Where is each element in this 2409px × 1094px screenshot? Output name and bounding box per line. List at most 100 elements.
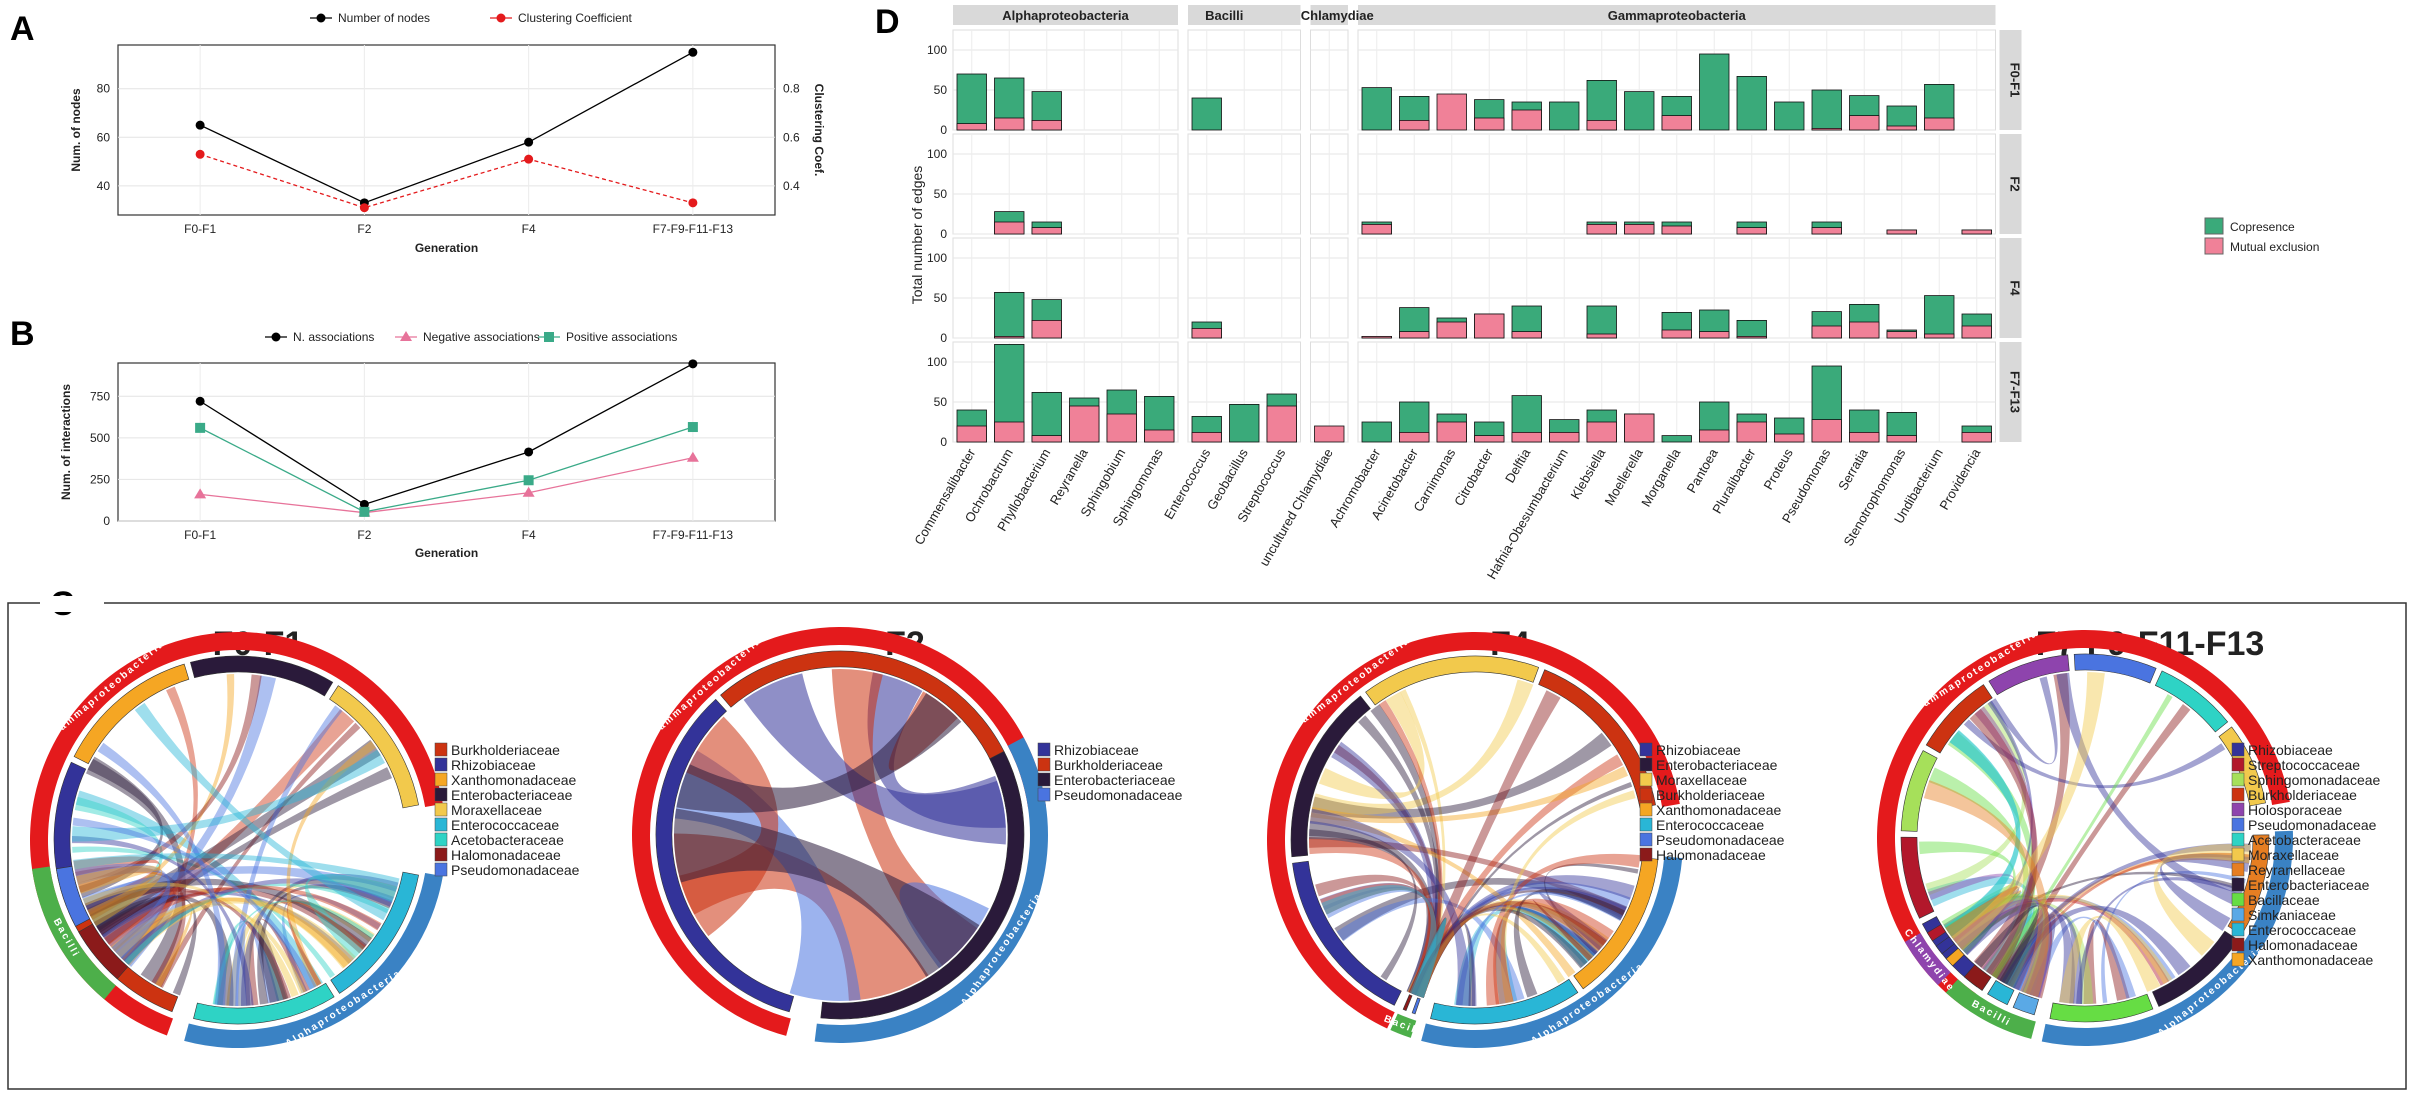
chord-link-23 <box>1919 841 2016 955</box>
chord-link-5 <box>1419 889 1624 998</box>
legend-label-0: Rhizobiaceae <box>1054 742 1139 758</box>
legend-swatch-5 <box>1639 817 1653 832</box>
family-sector-0-3 <box>1925 684 1993 754</box>
chord-link-22 <box>1950 898 2048 996</box>
legend-swatch-1 <box>2204 237 2224 255</box>
family-sector-0-2 <box>1900 750 1938 832</box>
chord-link-34 <box>1412 886 1627 998</box>
chord-link-41 <box>82 882 299 998</box>
bar-mutual-exclusion-0-12 <box>1436 93 1467 131</box>
chord-link-23 <box>1407 899 1609 998</box>
chord-link-11 <box>101 767 393 945</box>
y-axis-label: Total number of edges <box>909 166 925 305</box>
chord-link-31 <box>1944 730 2021 939</box>
bar-copresence-0-19 <box>1699 53 1730 131</box>
chord-link-9 <box>82 873 163 920</box>
y-tick-label: 0 <box>940 123 947 137</box>
legend-swatch-2 <box>1037 772 1051 787</box>
chord-link-39 <box>1957 902 2075 1004</box>
bar-mutual-exclusion-2-13 <box>1474 313 1505 339</box>
chord-link-18 <box>1983 908 2044 989</box>
y-tick-label: 250 <box>90 472 110 486</box>
chord-link-51 <box>1974 905 2040 985</box>
legend-swatch-4 <box>1639 802 1653 817</box>
data-point-2-3 <box>687 422 698 433</box>
legend-swatch-1 <box>1037 757 1051 772</box>
bar-mutual-exclusion-2-16 <box>1586 333 1617 339</box>
chord-link-0 <box>93 889 175 963</box>
panel-d-faceted-bar-chart: Alphaproteobacteria Bacilli Chlamydiae Gamm… <box>909 5 2319 582</box>
bar-mutual-exclusion-3-19 <box>1699 429 1730 443</box>
x-axis-label: Generation <box>415 546 478 560</box>
data-point-1-3 <box>688 198 698 208</box>
chord-link-24 <box>1947 894 2173 985</box>
data-point-0-0 <box>195 120 205 130</box>
y-tick-label: 50 <box>934 83 948 97</box>
series-line-1 <box>199 153 694 209</box>
chord-link-36 <box>82 866 397 912</box>
chord-link-20 <box>1996 703 2191 984</box>
bar-mutual-exclusion-1-17 <box>1624 223 1655 235</box>
chord-link-8 <box>676 693 962 813</box>
family-sector-1-1 <box>2152 930 2239 1007</box>
chord-link-50 <box>1411 917 1447 998</box>
legend-marker <box>544 332 554 342</box>
legend-label-1: Streptococcaceae <box>2248 757 2360 773</box>
panel-letter-d: D <box>875 3 900 41</box>
legend-swatch-11 <box>2231 907 2245 922</box>
chord-link-37 <box>1310 766 1629 824</box>
x-tick-label: Delftia <box>1502 445 1534 485</box>
chord-link-9 <box>673 808 980 977</box>
bar-mutual-exclusion-3-15 <box>1549 431 1580 443</box>
legend-label-3: Enterobacteriaceae <box>451 787 573 803</box>
chord-link-17 <box>1495 907 1595 1005</box>
class-ring-2 <box>1390 1013 1417 1038</box>
family-sector-3-0 <box>1945 947 1965 967</box>
x-tick-label: Klebsiella <box>1568 445 1609 501</box>
legend-swatch-2 <box>2231 772 2245 787</box>
chord-link-19 <box>1318 691 1425 800</box>
bar-mutual-exclusion-1-24 <box>1886 229 1917 235</box>
bar-mutual-exclusion-3-12 <box>1436 421 1467 443</box>
y-tick-label: 50 <box>934 395 948 409</box>
family-sector-1-2 <box>2049 993 2154 1023</box>
family-sector-3-1 <box>1935 936 1955 955</box>
chord-link-29 <box>2159 853 2250 931</box>
chord-link-54 <box>1409 917 1447 998</box>
legend-swatch-8 <box>434 862 448 877</box>
facet-panel <box>952 237 1179 339</box>
legend-label-2: Xanthomonadaceae <box>451 772 577 788</box>
bar-copresence-0-15 <box>1549 101 1580 131</box>
y-tick-label: 80 <box>97 82 111 96</box>
plot-area <box>117 44 776 216</box>
chord-link-47 <box>71 749 386 842</box>
legend-label-1: Burkholderiaceae <box>1054 757 1163 773</box>
chord-link-21 <box>125 906 193 987</box>
chord-link-37 <box>1928 767 2030 979</box>
legend-marker <box>496 13 506 23</box>
y-axis-label: Num. of interactions <box>59 384 73 500</box>
chord-link-31 <box>86 887 291 1000</box>
data-point-1-0 <box>194 488 207 499</box>
chord-link-15 <box>2083 919 2130 1004</box>
family-sector-0-4 <box>329 685 419 809</box>
y-tick-label: 500 <box>90 431 110 445</box>
bar-copresence-2-25 <box>1924 295 1955 339</box>
legend-label-2: Enterobacteriaceae <box>1054 772 1176 788</box>
y-tick-label: 750 <box>90 389 110 403</box>
family-sector-2-2 <box>1963 964 1992 991</box>
bar-copresence-0-17 <box>1624 91 1655 131</box>
chord-link-48 <box>113 897 352 968</box>
y-tick-label: 100 <box>927 355 947 369</box>
legend-label-6: Acetobacteraceae <box>451 832 564 848</box>
chord-link-45 <box>1416 913 1566 998</box>
y-tick-label: 0 <box>940 331 947 345</box>
chord-link-1 <box>2001 912 2050 993</box>
family-sector-0-1 <box>1290 695 1371 858</box>
legend-label-8: Reyranellaceae <box>2248 862 2345 878</box>
y-tick-label: 0 <box>940 227 947 241</box>
bar-mutual-exclusion-3-9 <box>1314 425 1345 443</box>
row-label-3: F7-F13 <box>2008 371 2023 413</box>
facet-panel <box>952 133 1179 235</box>
bar-copresence-0-21 <box>1774 101 1805 131</box>
